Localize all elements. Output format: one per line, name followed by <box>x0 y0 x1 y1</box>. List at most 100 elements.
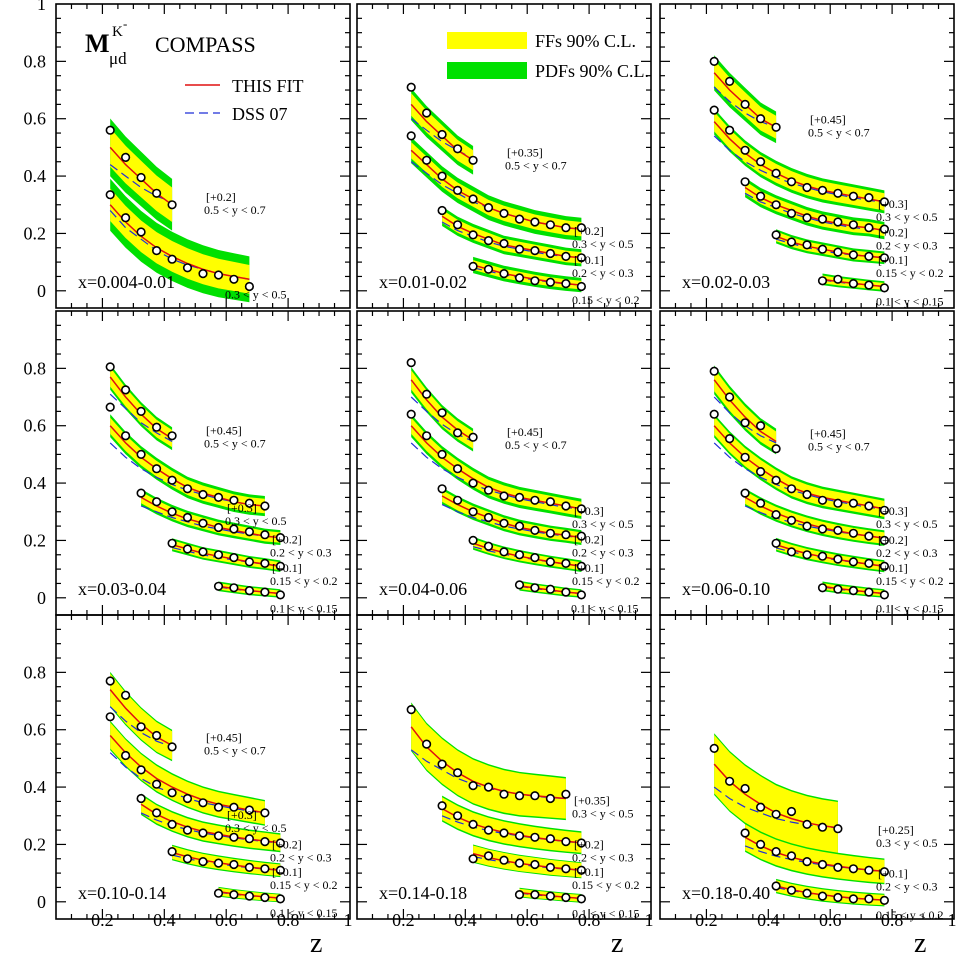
series-offset-label: [+0.1] <box>878 866 908 880</box>
data-point <box>483 203 494 213</box>
series-labels: [+0.45]0.5 < y < 0.7 [+0.3]0.3 < y < 0.5 [… <box>204 730 337 920</box>
series-group <box>105 402 270 517</box>
series-group <box>213 886 286 904</box>
series-y-range-label: 0.3 < y < 0.5 <box>572 807 634 821</box>
data-point <box>530 832 540 842</box>
data-point <box>561 836 571 847</box>
series-group <box>709 365 781 455</box>
panel-x-range-label: x=0.004-0.01 <box>78 272 175 292</box>
series-offset-label: [+0.1] <box>574 865 604 879</box>
data-point <box>406 704 416 715</box>
data-point <box>709 366 719 376</box>
data-point <box>879 253 890 263</box>
series-y-range-label: 0.5 < y < 0.7 <box>808 125 870 139</box>
panel-frame <box>659 614 955 920</box>
series-y-range-label: 0.15 < y < 0.2 <box>876 266 944 280</box>
data-point <box>879 867 890 877</box>
y-tick-label: 0.4 <box>24 166 47 186</box>
data-point <box>260 530 270 540</box>
series-offset-label: [+0.3] <box>878 504 908 518</box>
panel-plot-area <box>709 365 890 600</box>
data-point <box>530 889 540 900</box>
y-tick-label: 0.6 <box>24 416 47 436</box>
series-group <box>514 580 587 600</box>
this-fit-curve <box>744 836 885 873</box>
data-point <box>879 505 890 515</box>
data-point <box>499 269 509 279</box>
data-point <box>260 892 270 903</box>
data-point <box>802 240 812 250</box>
data-point <box>802 856 812 867</box>
series-group <box>514 887 587 904</box>
data-point <box>802 213 812 223</box>
data-point <box>260 808 270 818</box>
data-point <box>483 264 494 274</box>
panel-plot-area <box>406 702 587 904</box>
series-group <box>406 131 587 241</box>
data-point <box>152 246 162 256</box>
data-point <box>468 819 478 830</box>
series-offset-label: [+0.25] <box>878 823 914 837</box>
series-group <box>406 702 571 821</box>
pdf-band <box>411 414 582 519</box>
series-group <box>406 358 478 452</box>
data-point <box>483 851 494 861</box>
data-point <box>514 273 525 283</box>
panel-plot-area <box>105 118 254 303</box>
panel-plot-area <box>709 55 890 293</box>
data-point <box>244 557 254 567</box>
x-tick-label: 0.2 <box>392 910 415 930</box>
title-subscript: μd <box>109 49 127 68</box>
data-point <box>514 580 525 590</box>
data-point <box>545 891 556 901</box>
data-point <box>848 864 859 874</box>
series-group <box>437 484 587 545</box>
data-point <box>105 712 115 722</box>
data-point <box>105 125 115 135</box>
data-point <box>182 484 193 494</box>
data-point <box>786 515 797 526</box>
series-offset-label: [+0.2] <box>206 190 236 204</box>
this-fit-curve <box>140 803 281 844</box>
data-point <box>545 248 556 259</box>
panel-plot-area <box>406 358 587 600</box>
title-superscript: K <box>112 24 123 40</box>
panel-x-range-label: x=0.06-0.10 <box>682 579 770 599</box>
data-point <box>848 191 859 201</box>
data-point <box>136 793 146 804</box>
data-point <box>453 464 463 474</box>
data-point <box>483 782 494 792</box>
data-point <box>136 765 146 775</box>
data-point <box>576 561 587 571</box>
series-labels: [+0.45]0.5 < y < 0.7 [+0.3]0.3 < y < 0.5 [… <box>505 425 639 615</box>
series-offset-label: [+0.3] <box>878 197 908 211</box>
data-point <box>576 281 587 292</box>
data-point <box>514 858 525 868</box>
data-point <box>468 507 478 517</box>
panel-x-range-label: x=0.18-0.40 <box>682 883 770 903</box>
series-offset-label: [+0.2] <box>878 533 908 547</box>
x-tick-label: 0.8 <box>578 910 601 930</box>
data-point <box>244 281 254 292</box>
panel-frame <box>55 3 351 309</box>
series-y-range-label: 0.5 < y < 0.7 <box>204 203 266 217</box>
data-point <box>468 432 478 442</box>
series-offset-label: [+0.45] <box>206 424 242 438</box>
x-tick-labels: 0.2 0.4 0.6 0.8 1 z <box>392 910 653 959</box>
this-fit-curve <box>713 379 777 443</box>
data-point <box>514 831 525 841</box>
data-point <box>229 832 239 842</box>
data-point <box>422 389 432 399</box>
data-point <box>864 193 874 203</box>
series-y-range-label: 0.1 < y < 0.15 <box>571 601 639 615</box>
y-tick-label: 0 <box>37 892 46 912</box>
series-y-range-label: 0.1 < y < 0.15 <box>572 906 640 920</box>
data-point <box>468 535 478 546</box>
data-point <box>576 894 587 904</box>
data-point <box>545 220 556 230</box>
data-point <box>724 776 735 786</box>
legend-bands: FFs 90% C.L. PDFs 90% C.L. <box>447 31 649 81</box>
series-group <box>105 118 177 231</box>
panel-6: x=0.06-0.10 [+0.45]0.5 < y < 0.7 [+0.3]0.3… <box>659 310 955 616</box>
series-y-range-label: 0.2 < y < 0.3 <box>876 546 938 560</box>
